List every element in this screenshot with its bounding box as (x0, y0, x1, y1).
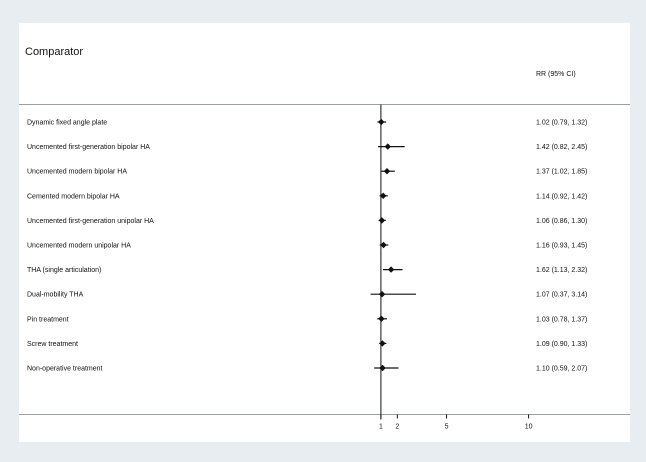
forest-row: Uncemented modern unipolar HA 1.16 (0.93,… (27, 241, 587, 250)
rr-value: 1.14 (0.92, 1.42) (536, 193, 587, 200)
row-label: Non-operative treatment (27, 366, 103, 373)
forest-row: Uncemented first-generation bipolar HA 1.… (27, 143, 587, 151)
chart-title: Comparator (25, 46, 83, 58)
row-label: THA (single articulation) (27, 267, 101, 274)
point-estimate (379, 364, 386, 372)
tick-label: 5 (445, 424, 449, 431)
forest-row: Pin treatment 1.03 (0.78, 1.37) (27, 315, 587, 323)
row-label: Pin treatment (27, 316, 69, 323)
row-label: Cemented modern bipolar HA (27, 193, 120, 200)
rr-value: 1.06 (0.86, 1.30) (536, 218, 587, 225)
forest-row: Non-operative treatment 1.10 (0.59, 2.07) (27, 364, 587, 373)
rr-value: 1.02 (0.79, 1.32) (536, 120, 587, 127)
forest-row: Dual-mobility THA 1.07 (0.37, 3.14) (27, 291, 587, 299)
rr-value: 1.03 (0.78, 1.37) (536, 316, 587, 323)
row-label: Uncemented modern unipolar HA (27, 243, 131, 250)
point-estimate (378, 217, 386, 224)
column-header: RR (95% CI) (536, 71, 576, 78)
point-estimate (384, 143, 392, 150)
x-axis-ticks: 1 2 5 10 (379, 414, 533, 431)
forest-rows: Dynamic fixed angle plate 1.02 (0.79, 1.3… (27, 118, 587, 373)
tick-label: 10 (525, 424, 533, 431)
row-label: Uncemented first-generation bipolar HA (27, 144, 150, 151)
point-estimate (378, 315, 385, 322)
forest-plot: Comparator RR (95% CI) Dynamic fixed ang… (19, 46, 630, 431)
forest-row: Uncemented first-generation unipolar HA 1… (27, 217, 587, 225)
row-label: Dual-mobility THA (27, 292, 84, 299)
chart-panel: Comparator RR (95% CI) Dynamic fixed ang… (19, 23, 630, 442)
row-label: Uncemented first-generation unipolar HA (27, 218, 154, 225)
rr-value: 1.09 (0.90, 1.33) (536, 341, 587, 348)
point-estimate (380, 192, 387, 199)
row-label: Uncemented modern bipolar HA (27, 169, 127, 176)
forest-row: Cemented modern bipolar HA 1.14 (0.92, 1.… (27, 192, 587, 200)
point-estimate (383, 168, 391, 175)
forest-row: Screw treatment 1.09 (0.90, 1.33) (27, 340, 587, 348)
tick-label: 2 (395, 424, 399, 431)
forest-row: Uncemented modern bipolar HA 1.37 (1.02, … (27, 168, 587, 176)
tick-label: 1 (379, 424, 383, 431)
forest-row: THA (single articulation) 1.62 (1.13, 2.3… (27, 266, 587, 274)
point-estimate (387, 266, 395, 273)
point-estimate (378, 291, 386, 298)
point-estimate (379, 340, 386, 347)
rr-value: 1.16 (0.93, 1.45) (536, 243, 587, 250)
rr-value: 1.42 (0.82, 2.45) (536, 144, 587, 151)
rr-value: 1.07 (0.37, 3.14) (536, 292, 587, 299)
rr-value: 1.10 (0.59, 2.07) (536, 366, 587, 373)
row-label: Screw treatment (27, 341, 78, 348)
point-estimate (378, 118, 385, 126)
rr-value: 1.37 (1.02, 1.85) (536, 169, 587, 176)
forest-row: Dynamic fixed angle plate 1.02 (0.79, 1.3… (27, 118, 587, 127)
row-label: Dynamic fixed angle plate (27, 120, 107, 127)
rr-value: 1.62 (1.13, 2.32) (536, 267, 587, 274)
point-estimate (380, 241, 387, 249)
